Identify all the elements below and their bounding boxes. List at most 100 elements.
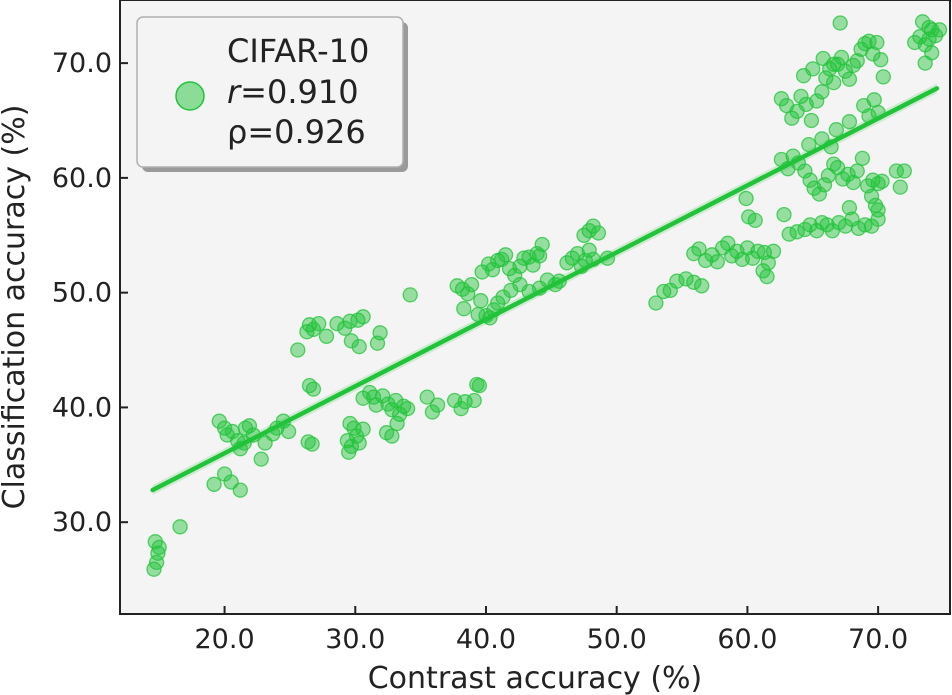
scatter-point xyxy=(581,242,597,258)
scatter-point xyxy=(765,243,782,259)
scatter-point xyxy=(865,46,881,62)
scatter-point xyxy=(150,545,166,561)
scatter-point xyxy=(419,389,435,405)
scatter-point xyxy=(849,163,865,179)
x-tick-label: 60.0 xyxy=(717,624,777,655)
legend-pearson: r=0.910 xyxy=(227,73,359,111)
scatter-point xyxy=(805,61,821,77)
y-tick-label: 40.0 xyxy=(52,392,112,423)
scatter-point xyxy=(466,392,482,409)
scatter-point xyxy=(814,84,830,100)
scatter-point xyxy=(873,52,889,68)
scatter-point xyxy=(694,278,710,294)
scatter-point xyxy=(709,254,725,270)
scatter-point xyxy=(818,70,834,86)
scatter-point xyxy=(232,482,248,498)
scatter-point xyxy=(241,418,258,434)
scatter-point xyxy=(648,295,664,311)
scatter-point xyxy=(841,71,858,87)
scatter-point xyxy=(497,247,514,263)
scatter-point xyxy=(802,172,818,188)
scatter-point xyxy=(512,258,528,274)
scatter-point xyxy=(392,406,408,422)
scatter-point xyxy=(828,122,844,138)
x-tick-label: 20.0 xyxy=(195,624,255,655)
x-tick-label: 50.0 xyxy=(587,624,647,655)
scatter-point xyxy=(206,476,222,492)
y-axis-label: Classification accuracy (%) xyxy=(0,105,32,510)
x-tick-label: 40.0 xyxy=(456,624,516,655)
scatter-point xyxy=(507,267,523,284)
regression-line xyxy=(150,86,940,493)
scatter-point xyxy=(759,268,775,285)
scatter-point xyxy=(832,15,848,31)
scatter-point xyxy=(429,397,446,413)
scatter-point xyxy=(355,421,371,437)
scatter-point xyxy=(388,392,404,409)
scatter-points xyxy=(146,14,948,577)
scatter-point xyxy=(691,241,707,257)
scatter-point xyxy=(318,328,335,344)
scatter-point xyxy=(738,190,754,207)
scatter-point xyxy=(841,114,858,130)
scatter-point xyxy=(253,451,269,467)
x-tick-label: 70.0 xyxy=(848,624,908,655)
x-axis-ticks: 20.0 30.0 40.0 50.0 60.0 70.0 xyxy=(195,606,908,655)
scatter-point xyxy=(311,315,327,332)
scatter-point xyxy=(534,236,550,253)
scatter-point xyxy=(151,539,167,556)
y-tick-label: 60.0 xyxy=(52,163,112,194)
legend-r-value: =0.910 xyxy=(240,73,358,111)
scatter-point xyxy=(372,325,388,341)
scatter-point xyxy=(837,63,854,79)
scatter-point xyxy=(460,286,476,302)
scatter-point xyxy=(305,381,322,397)
y-tick-label: 70.0 xyxy=(52,48,112,79)
scatter-point xyxy=(869,34,885,51)
scatter-point xyxy=(819,217,835,233)
scatter-point xyxy=(341,444,357,460)
scatter-point xyxy=(826,74,842,91)
legend-marker xyxy=(175,81,205,111)
scatter-point xyxy=(590,225,607,241)
scatter-point xyxy=(892,179,908,195)
x-tick-label: 30.0 xyxy=(325,624,385,655)
scatter-point xyxy=(811,186,827,202)
scatter-point xyxy=(399,400,416,417)
scatter-point xyxy=(473,293,489,309)
scatter-point xyxy=(686,274,702,290)
x-axis-label: Contrast accuracy (%) xyxy=(368,661,703,695)
y-tick-label: 50.0 xyxy=(52,278,112,309)
scatter-point xyxy=(351,435,367,451)
scatter-point xyxy=(531,248,548,264)
scatter-point xyxy=(669,273,685,289)
legend-spearman: ρ=0.926 xyxy=(227,113,366,151)
scatter-point xyxy=(463,276,480,293)
scatter-point xyxy=(803,112,820,129)
scatter-point xyxy=(351,338,367,355)
scatter-point xyxy=(912,29,928,45)
scatter-point xyxy=(305,321,322,338)
scatter-point xyxy=(896,163,912,179)
scatter-point xyxy=(343,333,360,349)
scatter-point xyxy=(826,56,842,72)
legend-r-symbol: r xyxy=(227,73,242,111)
scatter-point xyxy=(797,163,813,179)
scatter-point xyxy=(870,202,886,218)
y-tick-label: 30.0 xyxy=(52,507,112,538)
scatter-point xyxy=(172,519,188,535)
scatter-point xyxy=(845,174,861,191)
scatter-point xyxy=(809,93,825,109)
scatter-point xyxy=(678,271,694,287)
scatter-point xyxy=(747,212,763,229)
scatter-point xyxy=(355,309,371,325)
scatter-point xyxy=(402,287,418,303)
legend-title: CIFAR-10 xyxy=(227,32,369,70)
scatter-point xyxy=(471,377,488,394)
scatter-point xyxy=(866,92,882,108)
scatter-point xyxy=(776,206,792,223)
regression-fit xyxy=(150,83,940,496)
scatter-point xyxy=(280,423,297,440)
scatter-point xyxy=(384,402,400,418)
scatter-point xyxy=(854,150,871,167)
